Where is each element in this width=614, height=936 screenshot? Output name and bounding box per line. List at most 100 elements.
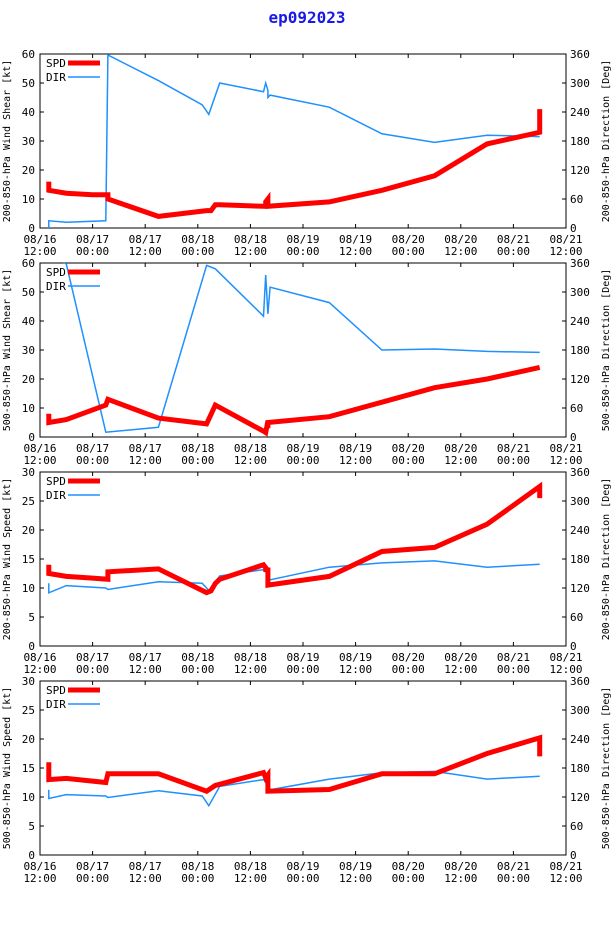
x-tick-label-time: 00:00 — [181, 872, 214, 885]
legend-dir-label: DIR — [46, 489, 66, 502]
right-y-tick-label: 360 — [570, 257, 590, 270]
left-y-tick-label: 0 — [28, 222, 35, 235]
x-tick-label-time: 00:00 — [497, 454, 530, 467]
right-y-tick-label: 0 — [570, 222, 577, 235]
x-tick-label-time: 00:00 — [286, 663, 319, 676]
left-y-tick-label: 20 — [22, 733, 35, 746]
x-tick-label-time: 12:00 — [444, 245, 477, 258]
x-tick-label-date: 08/17 — [129, 442, 162, 455]
x-tick-label-time: 12:00 — [234, 245, 267, 258]
x-tick-label-time: 12:00 — [129, 872, 162, 885]
x-tick-label-date: 08/17 — [76, 860, 109, 873]
legend-dir-label: DIR — [46, 698, 66, 711]
left-y-tick-label: 25 — [22, 704, 35, 717]
x-tick-label-time: 12:00 — [234, 454, 267, 467]
right-y-tick-label: 300 — [570, 286, 590, 299]
x-tick-label-time: 12:00 — [23, 872, 56, 885]
right-y-tick-label: 360 — [570, 48, 590, 61]
dir-series-line — [48, 560, 540, 594]
x-tick-label-time: 00:00 — [181, 245, 214, 258]
right-y-tick-label: 300 — [570, 77, 590, 90]
x-tick-label-date: 08/21 — [497, 860, 530, 873]
x-tick-label-time: 12:00 — [444, 872, 477, 885]
x-tick-label-time: 12:00 — [444, 663, 477, 676]
left-y-tick-label: 40 — [22, 315, 35, 328]
left-axis-label: 500-850-hPa Wind Shear [kt] — [2, 269, 13, 432]
right-y-tick-label: 60 — [570, 820, 583, 833]
x-tick-label-time: 12:00 — [339, 454, 372, 467]
right-y-tick-label: 240 — [570, 524, 590, 537]
left-y-tick-label: 60 — [22, 48, 35, 61]
x-tick-label-time: 12:00 — [549, 454, 582, 467]
left-y-tick-label: 50 — [22, 286, 35, 299]
x-tick-label-time: 00:00 — [181, 663, 214, 676]
x-tick-label-time: 12:00 — [339, 872, 372, 885]
left-y-tick-label: 5 — [28, 611, 35, 624]
right-y-tick-label: 360 — [570, 466, 590, 479]
x-tick-label-date: 08/20 — [392, 233, 425, 246]
x-tick-label-time: 00:00 — [497, 872, 530, 885]
legend-spd-label: SPD — [46, 684, 66, 697]
x-tick-label-time: 12:00 — [549, 872, 582, 885]
left-y-tick-label: 10 — [22, 791, 35, 804]
legend-spd-label: SPD — [46, 266, 66, 279]
plot-frame — [39, 680, 567, 856]
x-tick-label-time: 00:00 — [392, 245, 425, 258]
left-y-tick-label: 30 — [22, 675, 35, 688]
x-tick-label-time: 12:00 — [339, 663, 372, 676]
x-tick-label-date: 08/18 — [181, 651, 214, 664]
chart-panel-3: 05101520253006012018024030036008/1612:00… — [2, 466, 612, 676]
left-y-tick-label: 20 — [22, 373, 35, 386]
left-y-tick-label: 15 — [22, 762, 35, 775]
left-y-tick-label: 10 — [22, 582, 35, 595]
x-tick-label-date: 08/17 — [76, 233, 109, 246]
x-tick-label-time: 00:00 — [286, 245, 319, 258]
left-y-tick-label: 40 — [22, 106, 35, 119]
spd-series-line — [46, 364, 541, 437]
right-axis-label: 200-850-hPa Direction [Deg] — [601, 60, 612, 223]
x-tick-label-time: 12:00 — [444, 454, 477, 467]
x-tick-label-date: 08/17 — [129, 651, 162, 664]
x-tick-label-time: 00:00 — [497, 245, 530, 258]
left-y-tick-label: 15 — [22, 553, 35, 566]
left-y-tick-label: 10 — [22, 193, 35, 206]
x-tick-label-time: 00:00 — [181, 454, 214, 467]
legend-spd-label: SPD — [46, 475, 66, 488]
dir-series-line — [48, 263, 540, 434]
plot-frame — [39, 262, 567, 438]
x-tick-label-date: 08/21 — [549, 442, 582, 455]
right-y-tick-label: 180 — [570, 135, 590, 148]
right-y-tick-label: 60 — [570, 193, 583, 206]
x-tick-label-date: 08/17 — [129, 860, 162, 873]
left-y-tick-label: 30 — [22, 344, 35, 357]
x-tick-label-time: 00:00 — [392, 454, 425, 467]
x-tick-label-date: 08/20 — [444, 651, 477, 664]
x-tick-label-date: 08/18 — [234, 233, 267, 246]
x-tick-label-date: 08/19 — [286, 442, 319, 455]
right-y-tick-label: 120 — [570, 164, 590, 177]
x-tick-label-date: 08/18 — [234, 860, 267, 873]
x-tick-label-time: 00:00 — [76, 872, 109, 885]
left-y-tick-label: 0 — [28, 431, 35, 444]
right-axis-label: 200-850-hPa Direction [Deg] — [601, 478, 612, 641]
x-tick-label-date: 08/18 — [181, 860, 214, 873]
x-tick-label-time: 00:00 — [497, 663, 530, 676]
x-tick-label-date: 08/17 — [76, 442, 109, 455]
x-tick-label-date: 08/20 — [444, 442, 477, 455]
right-y-tick-label: 120 — [570, 791, 590, 804]
right-y-tick-label: 300 — [570, 495, 590, 508]
right-y-tick-label: 360 — [570, 675, 590, 688]
right-y-tick-label: 0 — [570, 849, 577, 862]
left-y-tick-label: 10 — [22, 402, 35, 415]
x-tick-label-time: 00:00 — [286, 872, 319, 885]
x-tick-label-date: 08/18 — [181, 233, 214, 246]
left-axis-label: 200-850-hPa Wind Shear [kt] — [2, 60, 13, 223]
x-tick-label-date: 08/16 — [23, 442, 56, 455]
legend-dir-label: DIR — [46, 280, 66, 293]
x-tick-label-date: 08/21 — [549, 860, 582, 873]
left-y-tick-label: 60 — [22, 257, 35, 270]
x-tick-label-time: 00:00 — [76, 454, 109, 467]
x-tick-label-date: 08/20 — [392, 860, 425, 873]
x-tick-label-date: 08/21 — [497, 233, 530, 246]
chart-panel-1: 010203040506006012018024030036008/1612:0… — [2, 48, 612, 258]
